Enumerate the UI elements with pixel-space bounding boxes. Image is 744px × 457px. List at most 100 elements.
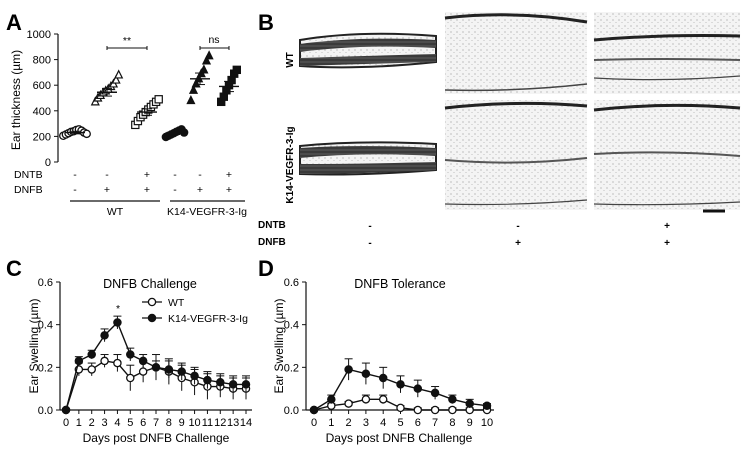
micrograph-k14-untreated — [298, 100, 438, 210]
panel-a-sign-dntb: - — [198, 169, 202, 181]
micrograph-wt-dnfb — [444, 12, 588, 94]
panel-d-ytick-label: 0.4 — [284, 320, 299, 332]
legend-marker-wt — [147, 297, 157, 307]
panel-d-xtick-label: 9 — [467, 417, 473, 429]
panel-c-xtick-label: 10 — [188, 417, 200, 429]
panel-d-point — [430, 405, 440, 415]
panel-d-point — [378, 395, 388, 404]
panel-c-point — [216, 378, 225, 387]
panel-a-row-dntb: DNTB — [14, 169, 43, 181]
panel-d-series — [309, 358, 492, 415]
panel-d-point — [413, 384, 423, 393]
panel-d-xtick-label: 3 — [363, 417, 369, 429]
panel-b-dnfb-label: DNFB — [258, 237, 286, 248]
panel-c-ytick-label: 0.2 — [38, 362, 53, 374]
panel-a-sign-dnfb: - — [73, 184, 77, 196]
panel-c-point — [126, 350, 135, 359]
panel-a-means — [65, 72, 239, 135]
panel-d-xtick-label: 4 — [380, 417, 386, 429]
panel-a-sign-dntb: - — [173, 169, 177, 181]
panel-c-xlabel: Days post DNFB Challenge — [83, 431, 230, 445]
panel-c-xtick-label: 8 — [166, 417, 172, 429]
panel-c-point — [138, 356, 148, 366]
micrograph-wt-untreated — [298, 12, 438, 94]
panel-d-point — [413, 405, 423, 415]
panel-c-point — [164, 365, 174, 374]
panel-c-point — [177, 367, 186, 376]
panel-b-sign-dnfb: - — [368, 238, 371, 249]
panel-d-point — [309, 405, 319, 415]
panel-a-ytick-label: 1000 — [27, 29, 51, 41]
panel-c-xtick-label: 2 — [89, 417, 95, 429]
panel-b-sign-dntb: + — [664, 221, 670, 232]
panel-d-point — [465, 399, 474, 408]
panel-a-sign-dnfb: + — [104, 184, 110, 196]
panel-b-row-k14: K14-VEGFR-3-Ig — [285, 126, 296, 203]
panel-d-xlabel: Days post DNFB Challenge — [326, 431, 473, 445]
panel-a-sign-dntb: + — [144, 169, 150, 181]
panel-d-xtick-label: 8 — [449, 417, 455, 429]
panel-a: A Ear thickness (µm) 0 200 400 600 800 1000 *… — [6, 10, 247, 218]
panel-a-ylabel: Ear thickness (µm) — [9, 50, 23, 150]
panel-a-points — [59, 50, 241, 142]
panel-d-xtick-label: 10 — [481, 417, 493, 429]
panel-a-sig-bracket-k14 — [199, 46, 230, 50]
panel-d-point — [361, 369, 371, 378]
panel-c-title: DNFB Challenge — [103, 277, 197, 291]
panel-c: C DNFB Challenge Ear Swelling (µm) 0.0 0.… — [6, 256, 252, 445]
panel-b: B WT K14-VEGFR-3-Ig — [258, 10, 741, 249]
panel-d-ytick-label: 0.0 — [284, 405, 299, 417]
panel-c-point — [113, 358, 122, 368]
panel-c-point — [228, 380, 238, 389]
panel-a-ytick-label: 200 — [33, 131, 51, 143]
panel-c-point — [113, 318, 122, 327]
panel-d-point — [396, 380, 405, 389]
panel-a-sign-dnfb: + — [144, 184, 150, 196]
panel-c-ylabel: Ear Swelling (µm) — [27, 299, 41, 394]
panel-a-sign-dntb: + — [226, 169, 232, 181]
panel-c-xtick-label: 4 — [114, 417, 120, 429]
panel-c-legend: WT K14-VEGFR-3-Ig — [142, 297, 248, 325]
panel-c-point — [126, 373, 135, 383]
panel-d-xtick-label: 1 — [328, 417, 334, 429]
panel-b-letter: B — [258, 10, 274, 35]
panel-d-xtick-label: 5 — [397, 417, 403, 429]
panel-c-ytick-label: 0.0 — [38, 405, 53, 417]
panel-c-point — [241, 380, 251, 389]
panel-d-ylabel: Ear Swelling (µm) — [272, 299, 286, 394]
panel-c-point — [151, 363, 161, 372]
panel-c-ticks: 0.00.20.40.60 1 2 3 4 5 6 7 8 9 10 11 12 13 14 — [38, 277, 252, 429]
panel-a-signs: - - + - - + - + + - + + — [73, 169, 232, 196]
panel-a-sign-dnfb: - — [173, 184, 177, 196]
panel-b-sign-dnfb: + — [515, 238, 521, 249]
panel-a-letter: A — [6, 10, 22, 35]
panel-d: D DNFB Tolerance Ear Swelling (µm) 0.00.… — [258, 256, 494, 445]
panel-c-xtick-label: 0 — [63, 417, 69, 429]
panel-a-point — [111, 74, 121, 84]
panel-d-point — [361, 395, 371, 404]
panel-d-xtick-label: 2 — [346, 417, 352, 429]
panel-a-ytick-label: 600 — [33, 80, 51, 92]
panel-c-xtick-label: 13 — [227, 417, 239, 429]
panel-c-xtick-label: 7 — [153, 417, 159, 429]
panel-a-sign-dnfb: + — [197, 184, 203, 196]
panel-d-title: DNFB Tolerance — [354, 277, 446, 291]
panel-d-xtick-label: 7 — [432, 417, 438, 429]
panel-d-point — [344, 365, 353, 374]
panel-a-point — [154, 95, 163, 104]
panel-c-xtick-label: 9 — [179, 417, 185, 429]
panel-c-xtick-label: 12 — [214, 417, 226, 429]
panel-a-point — [201, 55, 212, 65]
panel-c-point — [100, 331, 109, 340]
panel-a-sig-k14: ns — [208, 34, 219, 46]
panel-a-point — [186, 95, 196, 105]
panel-a-point — [191, 78, 201, 88]
panel-b-sign-dnfb: + — [664, 238, 670, 249]
panel-c-point — [100, 356, 109, 366]
panel-d-point — [448, 395, 457, 404]
legend-marker-k14 — [147, 313, 157, 323]
panel-d-point — [430, 388, 440, 398]
panel-a-sign-dnfb: + — [226, 184, 232, 196]
